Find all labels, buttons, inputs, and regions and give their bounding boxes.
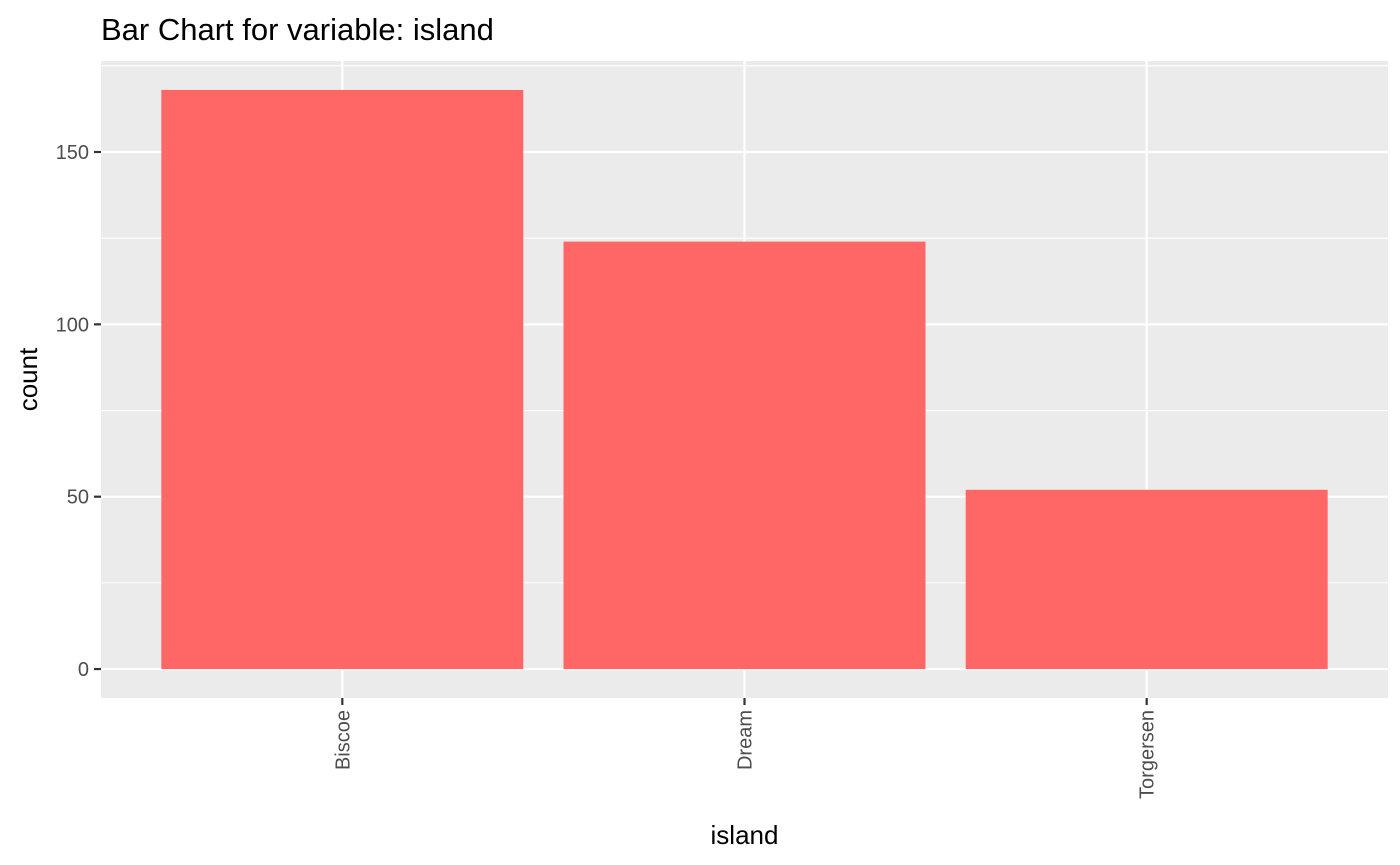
bar-biscoe <box>161 89 524 670</box>
y-tick-label: 100 <box>56 314 89 336</box>
y-axis: 0 50 100 150 <box>56 142 101 681</box>
y-axis-title: count <box>13 347 43 411</box>
y-tick-label: 50 <box>67 487 89 509</box>
bar-torgersen <box>965 489 1328 670</box>
y-tick-label: 150 <box>56 142 89 164</box>
bars <box>161 89 1328 670</box>
x-axis-title: island <box>711 820 779 850</box>
y-tick-label: 0 <box>78 659 89 681</box>
x-tick-label-biscoe: Biscoe <box>332 710 354 770</box>
x-axis: Biscoe Dream Torgersen <box>332 698 1159 799</box>
chart-title: Bar Chart for variable: island <box>101 12 494 47</box>
x-tick-label-dream: Dream <box>735 710 757 770</box>
x-tick-label-torgersen: Torgersen <box>1137 710 1159 799</box>
bar-dream <box>563 241 926 670</box>
